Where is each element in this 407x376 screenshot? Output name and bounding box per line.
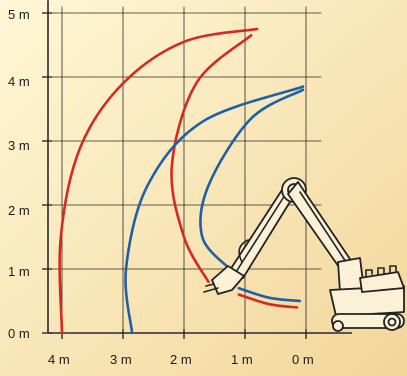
x-tick-label: 4 m [48, 352, 70, 367]
y-tick-label: 5 m [8, 7, 30, 22]
x-tick-label: 0 m [292, 352, 314, 367]
y-tick-label: 3 m [8, 138, 30, 153]
machine-wheel-front-hub [389, 319, 396, 326]
x-tick-label: 3 m [110, 352, 132, 367]
machine-wheel-rear [333, 321, 343, 331]
x-tick-label: 2 m [170, 352, 192, 367]
y-tick-label: 1 m [8, 264, 30, 279]
x-tick-label: 1 m [231, 352, 253, 367]
y-tick-label: 2 m [8, 203, 30, 218]
y-tick-label: 0 m [8, 326, 30, 341]
y-tick-label: 4 m [8, 74, 30, 89]
boom-base [338, 258, 364, 292]
